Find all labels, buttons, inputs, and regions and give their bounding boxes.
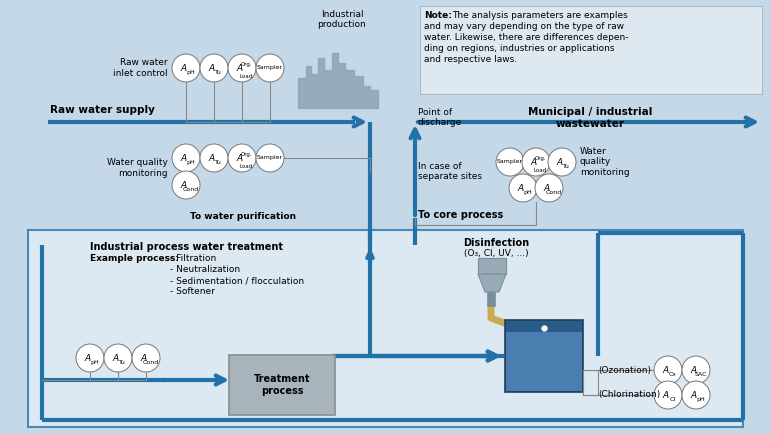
Text: A: A <box>662 366 668 375</box>
Circle shape <box>654 381 682 409</box>
Circle shape <box>76 344 104 372</box>
Text: A: A <box>237 154 243 163</box>
Circle shape <box>172 144 200 172</box>
Text: pH: pH <box>186 160 195 164</box>
Circle shape <box>548 148 576 176</box>
Text: Sampler: Sampler <box>257 155 283 161</box>
Circle shape <box>104 344 132 372</box>
Circle shape <box>200 144 228 172</box>
Circle shape <box>682 356 710 384</box>
Text: A: A <box>237 64 243 73</box>
Text: A: A <box>180 154 187 163</box>
Text: To core process: To core process <box>418 210 503 220</box>
Text: Sampler: Sampler <box>497 160 523 164</box>
Text: Raw water
inlet control: Raw water inlet control <box>113 58 168 78</box>
Text: The analysis parameters are examples: The analysis parameters are examples <box>452 11 628 20</box>
Text: ding on regions, industries or applications: ding on regions, industries or applicati… <box>424 44 614 53</box>
Text: - Neutralization: - Neutralization <box>170 265 240 274</box>
Text: Water
quality
monitoring: Water quality monitoring <box>580 147 630 177</box>
Text: Cond: Cond <box>143 360 159 365</box>
Text: Cond: Cond <box>545 190 561 195</box>
Circle shape <box>172 171 200 199</box>
FancyBboxPatch shape <box>506 332 582 391</box>
FancyBboxPatch shape <box>28 230 743 427</box>
Circle shape <box>522 148 550 176</box>
Text: Treatment
process: Treatment process <box>254 374 310 396</box>
Text: Industrial
production: Industrial production <box>318 10 366 30</box>
Text: Load: Load <box>240 74 253 79</box>
Text: A: A <box>208 64 214 73</box>
Text: Disinfection: Disinfection <box>463 238 529 248</box>
Text: A: A <box>530 158 537 167</box>
Circle shape <box>256 54 284 82</box>
Polygon shape <box>478 274 506 292</box>
Circle shape <box>535 174 563 202</box>
Text: A: A <box>180 181 187 190</box>
Text: In case of
separate sites: In case of separate sites <box>418 162 482 181</box>
Text: SAC: SAC <box>694 372 707 377</box>
Text: Load: Load <box>240 164 253 169</box>
Text: A: A <box>180 64 187 73</box>
Text: Tu: Tu <box>215 70 222 75</box>
Circle shape <box>200 54 228 82</box>
Text: A: A <box>662 391 668 400</box>
Text: Note:: Note: <box>424 11 452 20</box>
Polygon shape <box>298 53 378 108</box>
Text: pH: pH <box>186 70 195 75</box>
Text: Cond: Cond <box>183 187 199 192</box>
Circle shape <box>509 174 537 202</box>
Text: To water purification: To water purification <box>190 212 296 221</box>
Circle shape <box>654 356 682 384</box>
Circle shape <box>496 148 524 176</box>
Text: A: A <box>113 354 119 363</box>
Text: Tu: Tu <box>215 160 222 164</box>
Circle shape <box>228 54 256 82</box>
Text: Tu: Tu <box>563 164 570 169</box>
Text: - Sedimentation / flocculation: - Sedimentation / flocculation <box>170 276 304 285</box>
Text: Org.: Org. <box>241 62 252 67</box>
Text: Municipal / industrial
wastewater: Municipal / industrial wastewater <box>528 107 652 128</box>
Text: - Filtration: - Filtration <box>170 254 216 263</box>
Text: pH: pH <box>90 360 99 365</box>
Text: A: A <box>208 154 214 163</box>
Text: Industrial process water treatment: Industrial process water treatment <box>90 242 283 252</box>
FancyBboxPatch shape <box>229 355 335 415</box>
Text: Water quality
monitoring: Water quality monitoring <box>107 158 168 178</box>
Text: A: A <box>84 354 90 363</box>
Text: Cl: Cl <box>669 397 675 402</box>
Text: (Ozonation): (Ozonation) <box>598 365 651 375</box>
Text: pH: pH <box>696 397 705 402</box>
FancyBboxPatch shape <box>478 258 506 274</box>
Text: Tu: Tu <box>119 360 126 365</box>
Text: A: A <box>557 158 563 167</box>
Text: and may vary depending on the type of raw: and may vary depending on the type of ra… <box>424 22 624 31</box>
Text: Point of
discharge: Point of discharge <box>418 108 463 128</box>
Text: Raw water supply: Raw water supply <box>50 105 155 115</box>
FancyBboxPatch shape <box>487 292 495 306</box>
Text: Load: Load <box>534 168 547 173</box>
Text: A: A <box>544 184 550 193</box>
Text: (Chlorination): (Chlorination) <box>598 391 660 400</box>
Circle shape <box>682 381 710 409</box>
FancyBboxPatch shape <box>420 6 762 94</box>
Text: Example process:: Example process: <box>90 254 179 263</box>
Circle shape <box>256 144 284 172</box>
Text: A: A <box>690 391 696 400</box>
Text: Org.: Org. <box>241 152 252 157</box>
FancyBboxPatch shape <box>505 320 583 392</box>
Circle shape <box>172 54 200 82</box>
Text: Org.: Org. <box>534 156 547 161</box>
Circle shape <box>132 344 160 372</box>
Circle shape <box>228 144 256 172</box>
Text: O₃: O₃ <box>668 372 676 377</box>
Text: and respective laws.: and respective laws. <box>424 55 517 64</box>
Text: - Softener: - Softener <box>170 287 215 296</box>
Text: pH: pH <box>523 190 532 195</box>
Text: A: A <box>517 184 524 193</box>
Text: A: A <box>140 354 146 363</box>
Text: water. Likewise, there are differences depen-: water. Likewise, there are differences d… <box>424 33 628 42</box>
Text: Sampler: Sampler <box>257 66 283 70</box>
Text: (O₃, Cl, UV, ...): (O₃, Cl, UV, ...) <box>463 249 528 258</box>
Text: A: A <box>690 366 696 375</box>
